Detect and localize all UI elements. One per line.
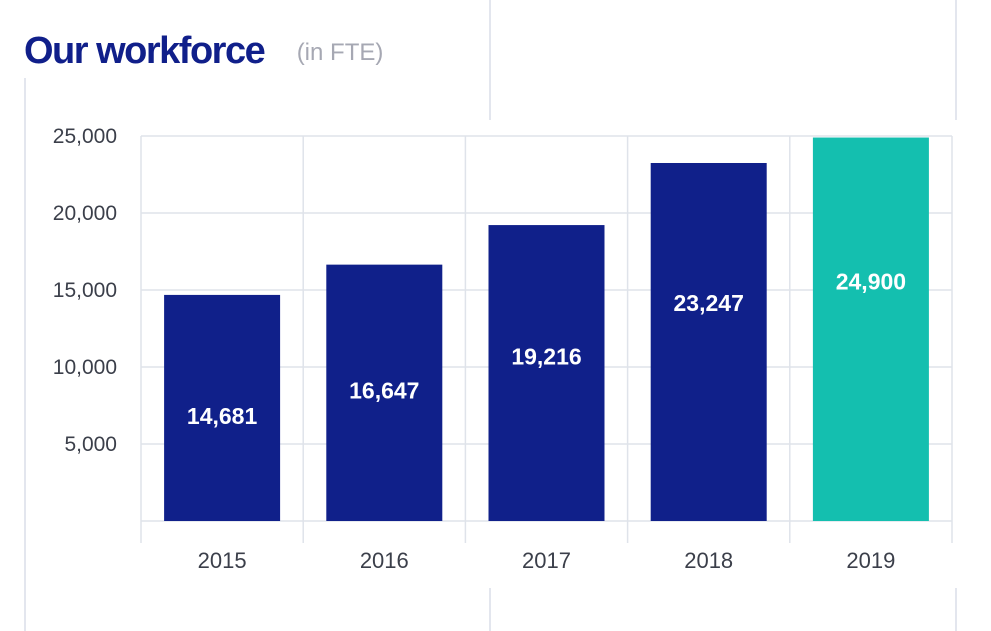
y-tick-label: 10,000	[53, 356, 117, 379]
bar-2018	[650, 162, 767, 521]
bars	[164, 137, 929, 522]
data-label-2015: 14,681	[187, 403, 258, 429]
data-label-2019: 24,900	[836, 268, 906, 294]
y-tick-label: 20,000	[53, 202, 117, 225]
bar-2015	[164, 294, 281, 521]
y-axis-ticks: 5,000 10,000 15,000 20,000 25,000	[53, 125, 117, 456]
chart-subtitle: (in FTE)	[296, 39, 384, 66]
bar-2016	[326, 264, 443, 521]
chart-title: Our workforce	[24, 30, 266, 72]
x-axis-ticks: 2015 2016 2017 2018 2019	[198, 548, 896, 573]
panel-divider-left	[24, 78, 26, 631]
data-label-2016: 16,647	[349, 377, 419, 403]
x-tick-label: 2015	[198, 548, 247, 573]
bar-2017	[488, 225, 605, 521]
bar-2019	[812, 137, 929, 522]
data-labels: 14,681 16,647 19,216 23,247 24,900	[187, 268, 906, 429]
data-label-2018: 23,247	[674, 290, 744, 316]
panel-divider-right	[955, 0, 957, 120]
panel-divider-middle-bottom	[489, 588, 491, 631]
y-tick-label: 15,000	[53, 279, 117, 302]
data-label-2017: 19,216	[511, 343, 581, 369]
x-tick-label: 2018	[684, 548, 733, 573]
y-tick-label: 25,000	[53, 125, 117, 148]
panel-divider-middle	[489, 0, 491, 120]
panel-divider-right-bottom	[955, 588, 957, 631]
x-tick-label: 2017	[522, 548, 571, 573]
y-tick-label: 5,000	[64, 433, 117, 456]
x-tick-label: 2016	[360, 548, 409, 573]
chart-header: Our workforce (in FTE)	[24, 30, 383, 73]
x-tick-label: 2019	[846, 548, 895, 573]
